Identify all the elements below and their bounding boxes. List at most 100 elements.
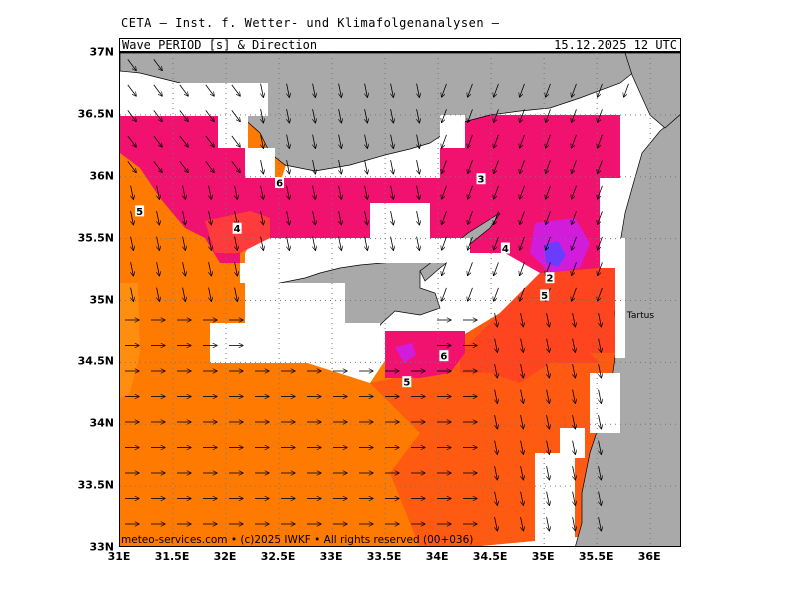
wave-direction-arrow bbox=[339, 134, 342, 149]
wave-direction-arrow bbox=[365, 160, 368, 174]
wave-direction-arrow bbox=[365, 236, 368, 251]
wave-direction-arrow bbox=[205, 84, 214, 96]
wave-direction-arrow bbox=[209, 287, 212, 302]
contour-label-box bbox=[540, 289, 550, 301]
wave-direction-arrow bbox=[313, 236, 316, 251]
wave-direction-arrow bbox=[494, 211, 499, 224]
wave-direction-arrow bbox=[231, 84, 240, 96]
latitude-tick-label: 37N bbox=[89, 45, 114, 59]
wave-direction-arrow bbox=[339, 236, 342, 251]
wave-direction-arrow bbox=[598, 109, 603, 122]
wave-direction-arrow bbox=[572, 109, 577, 122]
wave-direction-arrow bbox=[520, 236, 525, 250]
wave-direction-arrow bbox=[598, 83, 603, 97]
wave-direction-arrow bbox=[417, 185, 420, 200]
wave-direction-arrow bbox=[598, 236, 603, 250]
wave-direction-arrow bbox=[261, 160, 264, 174]
wave-direction-arrow bbox=[442, 109, 447, 122]
wave-direction-arrow bbox=[365, 83, 368, 98]
footer-credit: meteo-services.com • (c)2025 IWKF • All … bbox=[121, 534, 474, 546]
contour-label-box bbox=[275, 176, 285, 188]
wave-direction-arrow bbox=[157, 262, 160, 276]
wave-direction-arrow bbox=[183, 211, 186, 225]
longitude-tick-label: 35E bbox=[531, 550, 555, 563]
wave-direction-arrow bbox=[287, 134, 290, 149]
wave-direction-arrow bbox=[598, 211, 603, 224]
place-label: Tartus bbox=[626, 311, 654, 321]
wave-direction-arrow bbox=[127, 59, 136, 70]
wave-direction-arrow bbox=[287, 185, 290, 200]
wave-direction-arrow bbox=[131, 185, 134, 200]
wave-direction-arrow bbox=[521, 491, 524, 506]
wave-direction-arrow bbox=[205, 135, 214, 147]
wave-direction-arrow bbox=[235, 236, 238, 251]
wave-direction-arrow bbox=[127, 84, 136, 96]
wave-direction-arrow bbox=[598, 287, 603, 301]
contour-label-box bbox=[545, 272, 555, 284]
latitude-tick-label: 34.5N bbox=[77, 354, 114, 368]
wave-period-map: 6 5 4 3 4 2 5 6 5 Tartus bbox=[120, 53, 680, 546]
latitude-tick-label: 34N bbox=[89, 416, 114, 430]
wave-direction-arrow bbox=[624, 83, 629, 97]
wave-direction-arrow bbox=[391, 160, 394, 174]
wave-direction-arrow bbox=[153, 110, 162, 121]
wave-direction-arrow bbox=[261, 109, 264, 123]
wave-direction-arrow bbox=[287, 83, 290, 98]
wave-direction-arrow bbox=[573, 440, 576, 455]
wave-direction-arrow bbox=[205, 161, 214, 172]
place-labels: Tartus bbox=[626, 311, 654, 321]
wave-direction-arrow bbox=[153, 135, 162, 147]
wave-direction-arrow bbox=[494, 185, 499, 199]
wave-direction-arrow bbox=[468, 109, 473, 122]
wave-direction-arrow bbox=[261, 236, 264, 251]
longitude-tick-label: 31E bbox=[107, 550, 131, 563]
wave-direction-arrow bbox=[599, 338, 602, 353]
longitude-tick-label: 36E bbox=[637, 550, 661, 563]
wave-direction-arrow bbox=[495, 440, 498, 455]
wave-direction-arrow bbox=[442, 134, 447, 148]
wave-direction-arrow bbox=[521, 517, 524, 531]
wave-direction-arrow bbox=[572, 134, 577, 148]
contour-label-box bbox=[402, 376, 412, 388]
wave-direction-arrow bbox=[598, 262, 603, 275]
contour-label: 4 bbox=[234, 224, 241, 235]
wave-direction-arrow bbox=[231, 161, 240, 172]
wave-direction-arrow bbox=[546, 83, 551, 97]
wave-direction-arrow bbox=[572, 211, 577, 224]
wave-direction-arrow bbox=[209, 185, 212, 200]
wave-direction-arrow bbox=[521, 313, 524, 327]
longitude-tick-label: 35.5E bbox=[578, 550, 614, 563]
wave-direction-arrow bbox=[495, 338, 498, 353]
longitude-tick-label: 32.5E bbox=[260, 550, 296, 563]
wave-direction-arrow bbox=[417, 134, 420, 149]
wave-direction-arrow bbox=[235, 185, 238, 200]
wave-direction-arrow bbox=[391, 185, 394, 200]
contour-label-box bbox=[500, 242, 510, 254]
wave-direction-arrow bbox=[287, 109, 290, 123]
wave-direction-arrow bbox=[495, 389, 498, 404]
wave-direction-arrow bbox=[468, 83, 473, 97]
wave-direction-arrow bbox=[287, 236, 290, 251]
land-hatay bbox=[624, 53, 680, 129]
contour-label-box bbox=[476, 173, 486, 185]
wave-direction-arrow bbox=[442, 236, 447, 250]
wave-direction-arrow bbox=[599, 364, 602, 378]
wave-direction-arrow bbox=[572, 287, 577, 301]
wave-direction-arrow bbox=[153, 59, 162, 70]
wave-direction-arrow bbox=[572, 160, 577, 173]
period-field-5s bbox=[460, 258, 620, 383]
contour-label: 5 bbox=[403, 378, 410, 389]
wave-direction-arrow bbox=[521, 338, 524, 353]
wave-direction-arrow bbox=[157, 211, 160, 225]
wave-direction-arrow bbox=[468, 287, 473, 301]
longitude-tick-label: 33E bbox=[319, 550, 343, 563]
wave-direction-arrow bbox=[127, 161, 136, 172]
wave-direction-arrow bbox=[157, 236, 160, 251]
wave-direction-arrow bbox=[235, 262, 238, 276]
wave-direction-arrow bbox=[261, 83, 264, 98]
contour-label: 2 bbox=[546, 274, 553, 285]
wave-direction-arrow bbox=[573, 313, 576, 327]
wave-direction-arrow bbox=[442, 160, 447, 173]
wave-direction-arrow bbox=[520, 160, 525, 173]
contour-labels: 6 5 4 3 4 2 5 6 5 bbox=[135, 173, 555, 389]
